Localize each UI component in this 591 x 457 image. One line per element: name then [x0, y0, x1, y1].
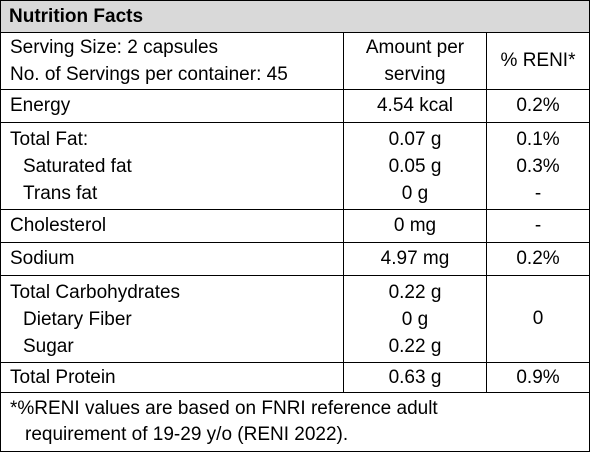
table-row: Cholesterol 0 mg -: [0, 209, 590, 243]
sugar-amount: 0.22 g: [388, 335, 442, 357]
dietary-fiber-amount: 0 g: [401, 308, 429, 330]
energy-label: Energy: [0, 89, 344, 123]
cholesterol-amount: 0 mg: [343, 209, 487, 243]
fat-amounts: 0.07 g 0.05 g 0 g: [343, 122, 487, 210]
trans-fat-amount: 0 g: [401, 182, 429, 204]
serving-size: Serving Size: 2 capsules: [10, 37, 219, 58]
sodium-label: Sodium: [0, 242, 344, 276]
amount-header: Amount per serving: [343, 32, 487, 90]
table-row: Total Protein 0.63 g 0.9%: [0, 362, 590, 393]
cholesterol-label: Cholesterol: [0, 209, 344, 243]
protein-reni: 0.9%: [486, 362, 590, 393]
serving-info: Serving Size: 2 capsules No. of Servings…: [0, 32, 344, 90]
table-title: Nutrition Facts: [0, 0, 590, 33]
trans-fat-reni: -: [534, 182, 542, 204]
reni-header: % RENI*: [486, 32, 590, 90]
sugar-label: Sugar: [23, 335, 74, 357]
protein-amount: 0.63 g: [343, 362, 487, 393]
footnote: *%RENI values are based on FNRI referenc…: [0, 392, 590, 452]
carb-amounts: 0.22 g 0 g 0.22 g: [343, 275, 487, 363]
total-fat-reni: 0.1%: [516, 128, 560, 150]
dietary-fiber-label: Dietary Fiber: [23, 308, 132, 330]
protein-label: Total Protein: [0, 362, 344, 393]
saturated-fat-label: Saturated fat: [23, 155, 132, 177]
amount-header-line1: Amount per: [365, 37, 465, 58]
trans-fat-label: Trans fat: [23, 182, 98, 204]
footnote-line2: requirement of 19-29 y/o (RENI 2022).: [25, 424, 349, 445]
energy-reni: 0.2%: [486, 89, 590, 123]
fat-labels: Total Fat: Saturated fat Trans fat: [0, 122, 344, 210]
saturated-fat-reni: 0.3%: [516, 155, 560, 177]
carbs-reni: 0: [486, 275, 590, 363]
total-fat-amount: 0.07 g: [388, 128, 442, 150]
carb-labels: Total Carbohydrates Dietary Fiber Sugar: [0, 275, 344, 363]
amount-header-line2: serving: [384, 64, 446, 85]
energy-amount: 4.54 kcal: [343, 89, 487, 123]
servings-per-container: No. of Servings per container: 45: [10, 64, 288, 85]
total-carbs-amount: 0.22 g: [388, 281, 442, 303]
table-row: Energy 4.54 kcal 0.2%: [0, 89, 590, 123]
table-row: Total Carbohydrates Dietary Fiber Sugar …: [0, 275, 590, 363]
total-carbs-label: Total Carbohydrates: [10, 281, 181, 303]
total-fat-label: Total Fat:: [10, 128, 89, 150]
fat-reni: 0.1% 0.3% -: [486, 122, 590, 210]
table-row: Sodium 4.97 mg 0.2%: [0, 242, 590, 276]
sodium-reni: 0.2%: [486, 242, 590, 276]
footnote-line1: *%RENI values are based on FNRI referenc…: [10, 398, 438, 419]
saturated-fat-amount: 0.05 g: [388, 155, 442, 177]
sodium-amount: 4.97 mg: [343, 242, 487, 276]
table-row: Total Fat: Saturated fat Trans fat 0.07 …: [0, 122, 590, 210]
cholesterol-reni: -: [486, 209, 590, 243]
